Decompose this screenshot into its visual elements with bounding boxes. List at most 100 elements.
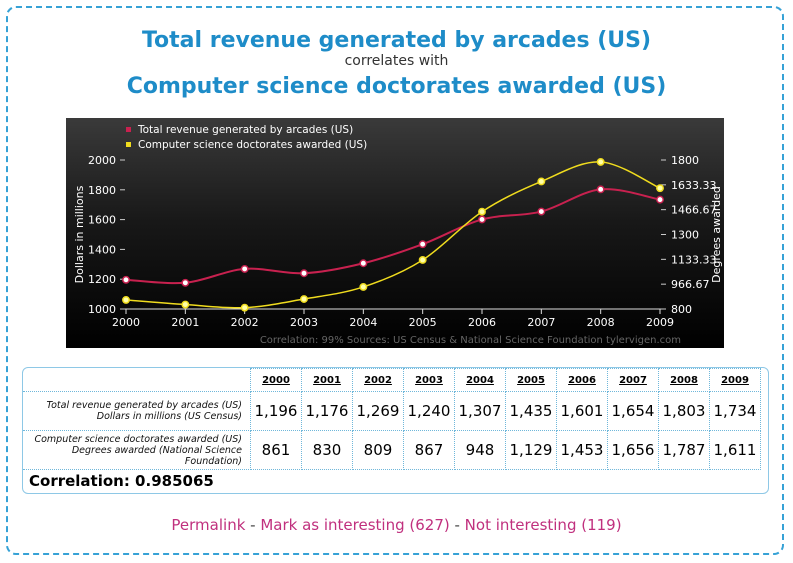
point-cs-doctorates: [240, 303, 249, 312]
data-table: 2000 2001 2002 2003 2004 2005 2006 2007 2008 2009…: [23, 368, 761, 470]
table-cell: 1,787: [658, 430, 710, 470]
table-corner: [23, 368, 251, 392]
y-right-axis-label: Degrees awarded: [710, 186, 723, 283]
x-tick-label: 2006: [468, 316, 496, 329]
year-header: 2002: [352, 368, 404, 392]
point-cs-doctorates: [418, 256, 427, 264]
point-arcade-revenue: [300, 269, 308, 278]
row-label: Computer science doctorates awarded (US)…: [23, 430, 251, 470]
x-tick-label: 2008: [587, 316, 615, 329]
point-arcade-revenue: [478, 215, 486, 224]
subtitle: correlates with: [344, 53, 449, 69]
y-left-axis-label: Dollars in millions: [73, 185, 86, 283]
row-label: Total revenue generated by arcades (US) D…: [23, 391, 251, 431]
y-right-tick-label: 1466.67: [671, 204, 717, 217]
year-header: 2004: [454, 368, 506, 392]
point-cs-doctorates: [656, 184, 664, 193]
x-tick-label: 2007: [527, 316, 555, 329]
row-label-source: Degrees awarded (National Science Founda…: [71, 444, 242, 467]
point-arcade-revenue: [596, 185, 605, 194]
table-cell: 1,240: [403, 391, 455, 431]
legend-swatch: [126, 127, 131, 132]
y-left-tick-label: 1000: [88, 303, 116, 316]
row-label-title: Computer science doctorates awarded (US): [34, 433, 242, 445]
year-header: 2006: [556, 368, 608, 392]
title-series-2: Computer science doctorates awarded (US): [126, 74, 667, 99]
x-tick-label: 2002: [231, 316, 259, 329]
y-left-tick-label: 2000: [88, 154, 116, 167]
mark-interesting-link[interactable]: Mark as interesting (627): [260, 516, 450, 534]
y-left-tick-label: 1600: [88, 214, 116, 227]
table-cell: 861: [250, 430, 302, 470]
point-cs-doctorates: [122, 295, 130, 304]
table-cell: 830: [301, 430, 353, 470]
correlation-value: Correlation: 0.985065: [29, 472, 214, 490]
x-tick-label: 2004: [349, 316, 377, 329]
x-tick-label: 2001: [171, 316, 199, 329]
year-header: 2007: [607, 368, 659, 392]
row-label-source: Dollars in millions (US Census): [96, 411, 242, 422]
not-interesting-link[interactable]: Not interesting (119): [464, 516, 622, 534]
series-line-cs-doctorates: [125, 161, 661, 309]
point-cs-doctorates: [359, 282, 368, 291]
y-right-tick-label: 1633.33: [671, 179, 717, 192]
chart: 2000 2001 2002 2003 2004 2005 2006 2007 2008 2009…: [66, 118, 724, 348]
point-cs-doctorates: [478, 207, 486, 216]
point-arcade-revenue: [537, 207, 546, 216]
y-left-tick-label: 1200: [88, 273, 116, 286]
permalink-link[interactable]: Permalink: [171, 516, 246, 534]
y-left-tick-label: 1400: [88, 243, 116, 256]
table-cell: 1,269: [352, 391, 404, 431]
y-right-tick-label: 1800: [671, 154, 699, 167]
table-cell: 809: [352, 430, 404, 470]
table-cell: 1,307: [454, 391, 506, 431]
legend-swatch: [126, 142, 131, 147]
point-arcade-revenue: [181, 278, 190, 287]
table-cell: 1,656: [607, 430, 659, 470]
table-row: Computer science doctorates awarded (US)…: [23, 430, 761, 470]
chart-svg: 2000 2001 2002 2003 2004 2005 2006 2007 2008 2009…: [66, 118, 724, 348]
x-tick-label: 2005: [409, 316, 437, 329]
point-cs-doctorates: [181, 300, 190, 309]
legend-label: Total revenue generated by arcades (US): [137, 124, 353, 136]
year-header: 2009: [709, 368, 761, 392]
y-right-tick-label: 966.67: [671, 278, 710, 291]
action-links: Permalink - Mark as interesting (627) - …: [0, 516, 793, 534]
table-cell: 1,734: [709, 391, 761, 431]
table-cell: 948: [454, 430, 506, 470]
table-cell: 1,176: [301, 391, 353, 431]
x-tick-label: 2009: [646, 316, 674, 329]
table-cell: 1,803: [658, 391, 710, 431]
point-cs-doctorates: [596, 157, 605, 166]
y-left-tick-label: 1800: [88, 184, 116, 197]
point-arcade-revenue: [656, 195, 664, 204]
series-line-arcade-revenue: [125, 188, 661, 285]
point-arcade-revenue: [122, 275, 130, 284]
legend-label: Computer science doctorates awarded (US): [138, 139, 367, 151]
year-header: 2000: [250, 368, 302, 392]
link-separator: -: [449, 516, 465, 534]
table-cell: 1,611: [709, 430, 761, 470]
x-tick-label: 2000: [112, 316, 140, 329]
table-header-row: 2000 2001 2002 2003 2004 2005 2006 2007 2008 2009: [23, 368, 761, 392]
data-table-frame: 2000 2001 2002 2003 2004 2005 2006 2007 2008 2009…: [22, 367, 769, 494]
year-header: 2003: [403, 368, 455, 392]
link-separator: -: [245, 516, 261, 534]
point-cs-doctorates: [300, 295, 308, 303]
x-tick-label: 2003: [290, 316, 318, 329]
table-cell: 1,601: [556, 391, 608, 431]
table-cell: 867: [403, 430, 455, 470]
year-header: 2001: [301, 368, 353, 392]
table-cell: 1,435: [505, 391, 557, 431]
point-arcade-revenue: [240, 264, 249, 273]
table-cell: 1,129: [505, 430, 557, 470]
point-cs-doctorates: [537, 177, 546, 186]
point-arcade-revenue: [418, 240, 427, 249]
table-cell: 1,453: [556, 430, 608, 470]
y-right-tick-label: 800: [671, 303, 692, 316]
row-label-title: Total revenue generated by arcades (US): [46, 400, 242, 411]
table-row: Total revenue generated by arcades (US) D…: [23, 391, 761, 431]
table-cell: 1,654: [607, 391, 659, 431]
point-arcade-revenue: [359, 259, 368, 268]
year-header: 2008: [658, 368, 710, 392]
